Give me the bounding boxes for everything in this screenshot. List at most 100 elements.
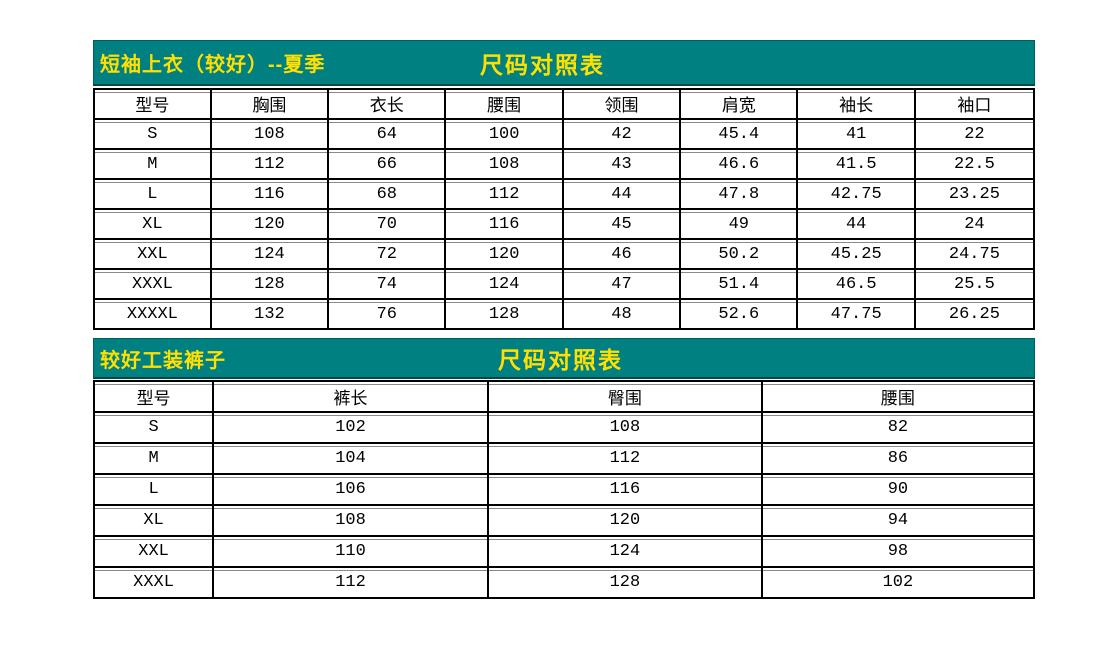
value-cell: 112: [214, 568, 489, 599]
table-row: XL 108 120 94: [95, 506, 1033, 537]
value-cell: 128: [211, 270, 330, 300]
value-cell: 47: [563, 270, 682, 300]
value-cell: 74: [329, 270, 447, 300]
table-row: M 104 112 86: [95, 444, 1033, 475]
value-cell: 22: [915, 120, 1033, 150]
table-row: S 102 108 82: [95, 413, 1033, 444]
value-cell: 42.75: [798, 180, 916, 210]
value-cell: 108: [214, 506, 489, 537]
value-cell: 116: [211, 180, 330, 210]
value-cell: 45.4: [681, 120, 799, 150]
value-cell: 42: [563, 120, 682, 150]
shirt-title: 短袖上衣（较好）--夏季: [100, 54, 326, 76]
table-row: XXL 124 72 120 46 50.2 45.25 24.75: [95, 240, 1033, 270]
value-cell: 106: [214, 475, 489, 506]
column-header: 腰围: [762, 382, 1033, 413]
table-row: L 116 68 112 44 47.8 42.75 23.25: [95, 180, 1033, 210]
column-header: 型号: [95, 90, 212, 120]
value-cell: 128: [446, 300, 564, 330]
value-cell: 120: [211, 210, 330, 240]
value-cell: 102: [214, 413, 489, 444]
value-cell: 66: [329, 150, 447, 180]
table-row: XXXXL 132 76 128 48 52.6 47.75 26.25: [95, 300, 1033, 330]
value-cell: 90: [762, 475, 1033, 506]
value-cell: 44: [563, 180, 682, 210]
value-cell: 45: [563, 210, 682, 240]
value-cell: 45.25: [798, 240, 916, 270]
value-cell: 47.75: [798, 300, 916, 330]
size-label-cell: M: [95, 444, 215, 475]
value-cell: 48: [563, 300, 682, 330]
pants-size-table: 型号 裤长 臀围 腰围 S 102 108 82 M 104 112 86 L 106 116 90 XL 108…: [93, 380, 1035, 599]
value-cell: 132: [211, 300, 330, 330]
column-header: 胸围: [211, 90, 330, 120]
size-label-cell: XL: [95, 506, 215, 537]
header-row: 型号 裤长 臀围 腰围: [95, 382, 1033, 413]
size-label-cell: XXL: [95, 537, 215, 568]
value-cell: 25.5: [915, 270, 1033, 300]
value-cell: 124: [488, 537, 763, 568]
value-cell: 116: [488, 475, 763, 506]
value-cell: 70: [329, 210, 447, 240]
column-header: 裤长: [214, 382, 489, 413]
column-header: 袖口: [915, 90, 1033, 120]
value-cell: 112: [488, 444, 763, 475]
value-cell: 124: [211, 240, 330, 270]
column-header: 腰围: [446, 90, 564, 120]
table-row: XL 120 70 116 45 49 44 24: [95, 210, 1033, 240]
shirt-size-table: 型号 胸围 衣长 腰围 领围 肩宽 袖长 袖口 S 108 64 100 42 45.4 41 22 M 112 6…: [93, 88, 1035, 330]
value-cell: 41.5: [798, 150, 916, 180]
pants-chart-title: 尺码对照表: [498, 347, 623, 373]
value-cell: 94: [762, 506, 1033, 537]
value-cell: 46.6: [681, 150, 799, 180]
value-cell: 49: [681, 210, 799, 240]
size-label-cell: L: [95, 475, 215, 506]
value-cell: 120: [446, 240, 564, 270]
size-label-cell: XL: [95, 210, 212, 240]
value-cell: 108: [446, 150, 564, 180]
value-cell: 76: [329, 300, 447, 330]
column-header: 领围: [563, 90, 682, 120]
pants-title-band: 较好工装裤子 尺码对照表: [93, 338, 1035, 379]
table-row: XXXL 112 128 102: [95, 568, 1033, 599]
value-cell: 100: [446, 120, 564, 150]
column-header: 肩宽: [681, 90, 799, 120]
table-row: S 108 64 100 42 45.4 41 22: [95, 120, 1033, 150]
size-label-cell: XXXL: [95, 568, 215, 599]
value-cell: 44: [798, 210, 916, 240]
value-cell: 102: [762, 568, 1033, 599]
column-header: 型号: [95, 382, 215, 413]
header-row: 型号 胸围 衣长 腰围 领围 肩宽 袖长 袖口: [95, 90, 1033, 120]
size-label-cell: L: [95, 180, 212, 210]
value-cell: 108: [211, 120, 330, 150]
size-label-cell: XXL: [95, 240, 212, 270]
value-cell: 52.6: [681, 300, 799, 330]
size-label-cell: S: [95, 413, 215, 444]
value-cell: 112: [211, 150, 330, 180]
value-cell: 124: [446, 270, 564, 300]
value-cell: 72: [329, 240, 447, 270]
shirt-title-band: 短袖上衣（较好）--夏季 尺码对照表: [93, 40, 1035, 86]
pants-title: 较好工装裤子: [100, 349, 226, 372]
value-cell: 104: [214, 444, 489, 475]
value-cell: 41: [798, 120, 916, 150]
value-cell: 22.5: [915, 150, 1033, 180]
shirt-chart-title: 尺码对照表: [480, 51, 605, 78]
column-header: 袖长: [798, 90, 916, 120]
value-cell: 50.2: [681, 240, 799, 270]
table-row: M 112 66 108 43 46.6 41.5 22.5: [95, 150, 1033, 180]
pants-size-section: 较好工装裤子 尺码对照表 型号 裤长 臀围 腰围 S 102 108 82 M 104 112 86 L…: [93, 338, 1035, 599]
value-cell: 108: [488, 413, 763, 444]
value-cell: 23.25: [915, 180, 1033, 210]
column-header: 臀围: [488, 382, 763, 413]
value-cell: 51.4: [681, 270, 799, 300]
value-cell: 24: [915, 210, 1033, 240]
value-cell: 26.25: [915, 300, 1033, 330]
value-cell: 43: [563, 150, 682, 180]
size-label-cell: XXXXL: [95, 300, 212, 330]
value-cell: 68: [329, 180, 447, 210]
size-chart-content: 短袖上衣（较好）--夏季 尺码对照表 型号 胸围 衣长 腰围 领围 肩宽 袖长 袖口 S 108 6…: [93, 40, 1035, 599]
shirt-size-section: 短袖上衣（较好）--夏季 尺码对照表 型号 胸围 衣长 腰围 领围 肩宽 袖长 袖口 S 108 6…: [93, 40, 1035, 330]
value-cell: 47.8: [681, 180, 799, 210]
